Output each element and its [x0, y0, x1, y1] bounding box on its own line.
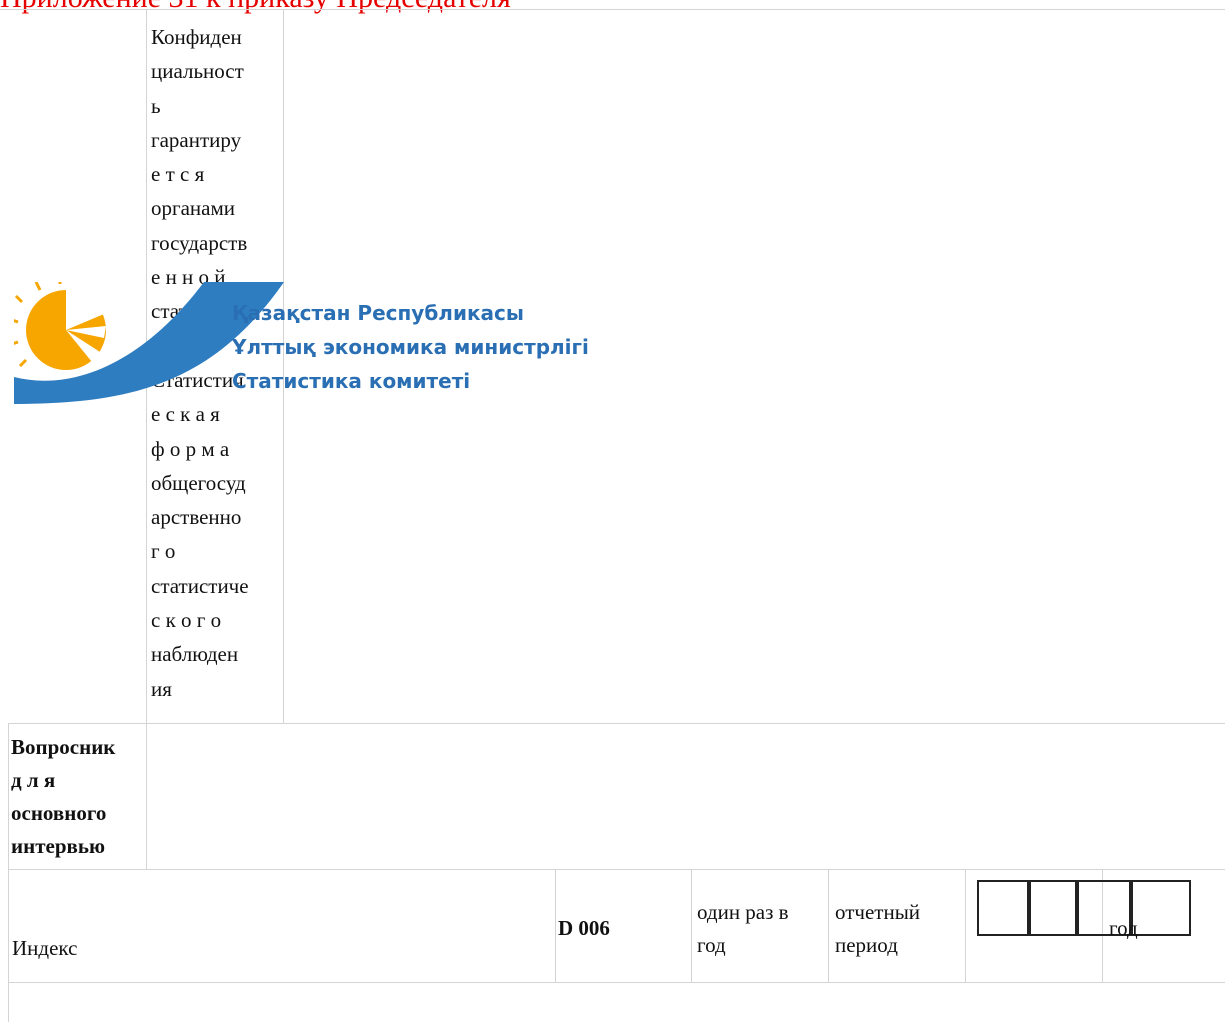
table-rule — [0, 9, 1225, 10]
confidentiality-line: ия — [151, 676, 172, 701]
confidentiality-line: органами — [151, 196, 236, 221]
confidentiality-line: наблюден — [151, 642, 239, 667]
table-rule — [146, 9, 147, 869]
confidentiality-line: государств — [151, 230, 248, 255]
confidentiality-line: е с к а я — [151, 402, 220, 427]
frequency-line: год — [697, 933, 726, 957]
confidentiality-line: г о — [151, 539, 176, 564]
confidentiality-line: циальност — [151, 59, 244, 84]
frequency-label: один раз в год — [697, 896, 789, 962]
year-digit-box[interactable] — [1027, 880, 1079, 936]
confidentiality-line: арственно — [151, 505, 242, 530]
questionnaire-title-line: интервью — [11, 834, 106, 858]
confidentiality-line: с к о г о — [151, 608, 222, 633]
logo-line: Ұлттық экономика министрлігі — [232, 335, 589, 359]
table-rule — [1102, 869, 1103, 982]
table-rule — [828, 869, 829, 982]
confidentiality-line: общегосуд — [151, 470, 246, 495]
confidentiality-line: Конфиден — [151, 25, 242, 49]
confidentiality-line: ф о р м а — [151, 436, 230, 461]
period-line: период — [835, 933, 898, 957]
table-rule — [283, 9, 284, 723]
questionnaire-title-line: Вопросник — [11, 735, 116, 759]
table-rule — [691, 869, 692, 982]
questionnaire-title-line: основного — [11, 801, 107, 825]
index-label: Индекс — [12, 936, 78, 960]
page-heading-red: Приложение 31 к приказу Председателя — [0, 0, 700, 18]
confidentiality-line: статистиче — [151, 573, 249, 598]
confidentiality-line: е т с я — [151, 162, 205, 187]
logo-caption: Қазақстан Республикасы Ұлттық экономика … — [232, 296, 589, 398]
confidentiality-line: ь — [151, 93, 161, 118]
confidentiality-line: гарантиру — [151, 127, 242, 152]
period-label: отчетный период — [835, 896, 920, 962]
logo-line: Қазақстан Республикасы — [232, 301, 524, 325]
period-line: отчетный — [835, 900, 921, 924]
confidentiality-note: Конфиден циальност ь гарантиру е т с я о… — [151, 20, 281, 706]
year-digit-box[interactable] — [977, 880, 1031, 936]
statistics-committee-logo-icon — [14, 282, 284, 404]
table-rule — [8, 723, 1225, 724]
form-code: D 006 — [558, 916, 610, 940]
year-digit-box[interactable] — [1129, 880, 1191, 936]
table-rule — [8, 982, 1225, 983]
year-label: год — [1109, 916, 1138, 940]
table-rule — [8, 869, 1225, 870]
table-rule — [8, 723, 9, 1022]
frequency-line: один раз в — [697, 900, 789, 924]
questionnaire-title: Вопросник д л я основного интервью — [11, 731, 115, 863]
logo-line: Статистика комитеті — [232, 369, 471, 393]
table-rule — [965, 869, 966, 982]
table-rule — [555, 869, 556, 982]
questionnaire-title-line: д л я — [11, 768, 56, 792]
